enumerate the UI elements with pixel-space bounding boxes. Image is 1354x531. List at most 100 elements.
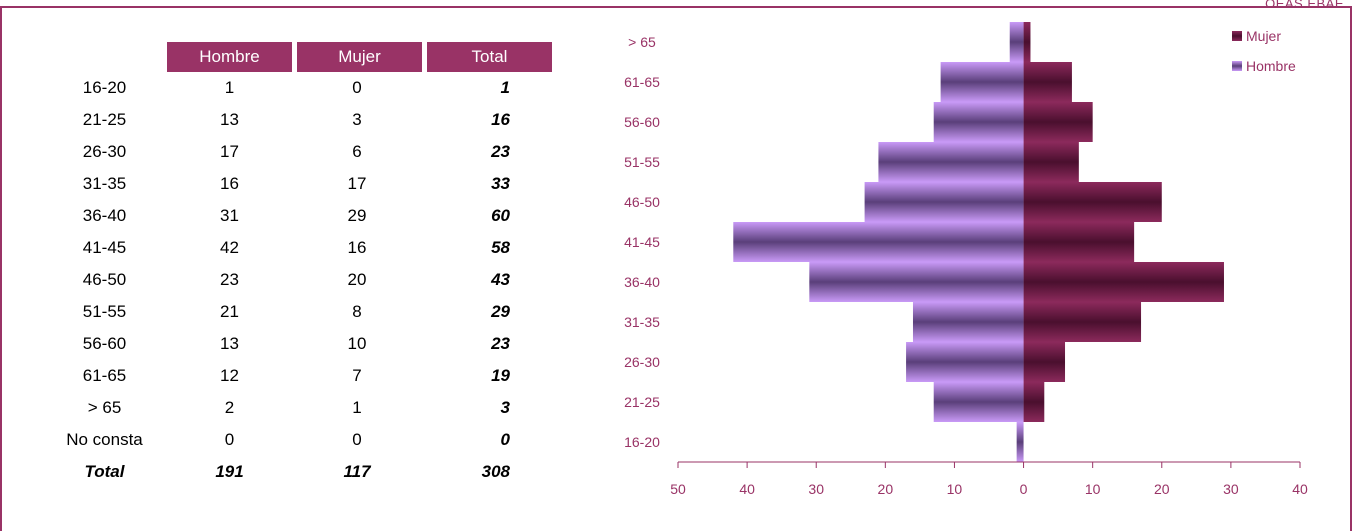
age-cell: 46-50 — [82, 270, 127, 289]
table-row: > 65 2 1 3 — [42, 392, 552, 424]
mujer-cell: 10 — [347, 334, 367, 353]
x-tick-label: 40 — [739, 481, 755, 497]
chart-y-tick-labels: 16-20 21-25 26-30 31-35 36-40 41-45 46-50 51-55… — [624, 34, 660, 450]
y-tick-label: 26-30 — [624, 354, 660, 370]
hombre-cell: 12 — [220, 366, 239, 385]
total-cell: 23 — [491, 334, 510, 353]
age-cell: 61-65 — [82, 366, 127, 385]
bar-mujer-41-45 — [1023, 222, 1135, 262]
mujer-cell: 20 — [347, 270, 367, 289]
y-tick-label: 61-65 — [624, 74, 660, 90]
bar-mujer-51-55 — [1023, 142, 1079, 182]
total-cell: 1 — [500, 78, 510, 97]
bar-hombre-56-60 — [933, 102, 1024, 142]
age-cell: 41-45 — [82, 238, 127, 257]
age-cell: 56-60 — [82, 334, 127, 353]
bar-hombre-51-55 — [878, 142, 1024, 182]
mujer-cell: 8 — [352, 302, 362, 321]
table-header-total: Total — [422, 42, 552, 72]
total-cell: 23 — [491, 142, 510, 161]
table-header-row: Hombre Mujer Total — [42, 42, 552, 72]
mujer-cell: 1 — [352, 398, 362, 417]
bar-mujer-26-30 — [1023, 342, 1066, 382]
bar-hombre-61-65 — [940, 62, 1024, 102]
bar-mujer-36-40 — [1023, 262, 1224, 302]
table-row: No consta 0 0 0 — [42, 424, 552, 456]
mujer-cell: 7 — [352, 366, 362, 385]
age-cell: 31-35 — [82, 174, 127, 193]
age-cell: No consta — [66, 430, 143, 449]
y-tick-label: 41-45 — [624, 234, 660, 250]
hombre-cell: 23 — [220, 270, 239, 289]
x-tick-label: 30 — [1223, 481, 1239, 497]
table-row: 16-20 1 0 1 — [42, 72, 552, 104]
x-tick-label: 10 — [947, 481, 963, 497]
mujer-cell: 29 — [347, 206, 367, 225]
y-tick-label: 21-25 — [624, 394, 660, 410]
x-tick-label: 0 — [1020, 481, 1028, 497]
total-cell: 29 — [491, 302, 510, 321]
table-header-hombre: Hombre — [167, 42, 292, 72]
bar-hombre-26-30 — [906, 342, 1024, 382]
bar-hombre-16-20 — [1016, 422, 1024, 462]
population-pyramid-chart: 16-20 21-25 26-30 31-35 36-40 41-45 46-50 51-55… — [624, 22, 1308, 497]
y-tick-label: 51-55 — [624, 154, 660, 170]
table-header-blank — [42, 42, 167, 72]
corner-text: OEAS EBAE — [1265, 0, 1344, 11]
hombre-total-cell: 191 — [215, 462, 244, 481]
chart-x-axis: 50 40 30 20 10 0 10 20 30 40 — [670, 461, 1308, 497]
total-cell: 0 — [500, 430, 510, 449]
bar-hombre-21-25 — [933, 382, 1024, 422]
bar-mujer--65 — [1023, 22, 1031, 62]
y-tick-label: 56-60 — [624, 114, 660, 130]
age-cell: 36-40 — [82, 206, 127, 225]
hombre-cell: 1 — [224, 78, 235, 97]
x-tick-label: 30 — [808, 481, 824, 497]
table-row: 41-45 42 16 58 — [42, 232, 552, 264]
legend-swatch-mujer — [1232, 31, 1242, 41]
age-sex-table: Hombre Mujer Total 16-20 1 0 1 21-25 13 3 16 2… — [42, 42, 552, 488]
total-cell: 3 — [500, 398, 510, 417]
mujer-cell: 16 — [347, 238, 367, 257]
y-tick-label: 36-40 — [624, 274, 660, 290]
bar-mujer-46-50 — [1023, 182, 1162, 222]
hombre-cell: 42 — [220, 238, 239, 257]
table-row: 61-65 12 7 19 — [42, 360, 552, 392]
bar-hombre--65 — [1009, 22, 1024, 62]
x-tick-label: 10 — [1085, 481, 1101, 497]
y-tick-label: 16-20 — [624, 434, 660, 450]
chart-bars — [733, 22, 1224, 462]
age-cell: 51-55 — [82, 302, 127, 321]
x-tick-label: 20 — [878, 481, 894, 497]
hombre-cell: 2 — [224, 398, 235, 417]
table-row: 26-30 17 6 23 — [42, 136, 552, 168]
total-label-cell: Total — [84, 462, 125, 481]
x-tick-label: 20 — [1154, 481, 1170, 497]
hombre-cell: 21 — [220, 302, 239, 321]
bar-mujer-56-60 — [1023, 102, 1093, 142]
age-cell: 21-25 — [82, 110, 127, 129]
bar-mujer-31-35 — [1023, 302, 1142, 342]
bar-hombre-46-50 — [864, 182, 1024, 222]
legend-label-hombre: Hombre — [1246, 58, 1296, 74]
mujer-cell: 6 — [352, 142, 362, 161]
bar-mujer-61-65 — [1023, 62, 1072, 102]
total-cell: 58 — [491, 238, 510, 257]
age-cell: 16-20 — [82, 78, 127, 97]
hombre-cell: 16 — [220, 174, 239, 193]
y-tick-label: 31-35 — [624, 314, 660, 330]
x-tick-label: 50 — [670, 481, 686, 497]
mujer-cell: 0 — [352, 430, 362, 449]
mujer-total-cell: 117 — [343, 462, 371, 481]
total-cell: 43 — [491, 270, 510, 289]
y-tick-label: > 65 — [628, 34, 656, 50]
mujer-cell: 3 — [352, 110, 362, 129]
hombre-cell: 0 — [224, 430, 235, 449]
bar-hombre-36-40 — [809, 262, 1024, 302]
total-cell: 16 — [491, 110, 510, 129]
hombre-cell: 31 — [220, 206, 239, 225]
total-cell: 60 — [491, 206, 510, 225]
bar-hombre-31-35 — [912, 302, 1024, 342]
total-cell: 19 — [491, 366, 510, 385]
grand-total-cell: 308 — [481, 462, 510, 481]
